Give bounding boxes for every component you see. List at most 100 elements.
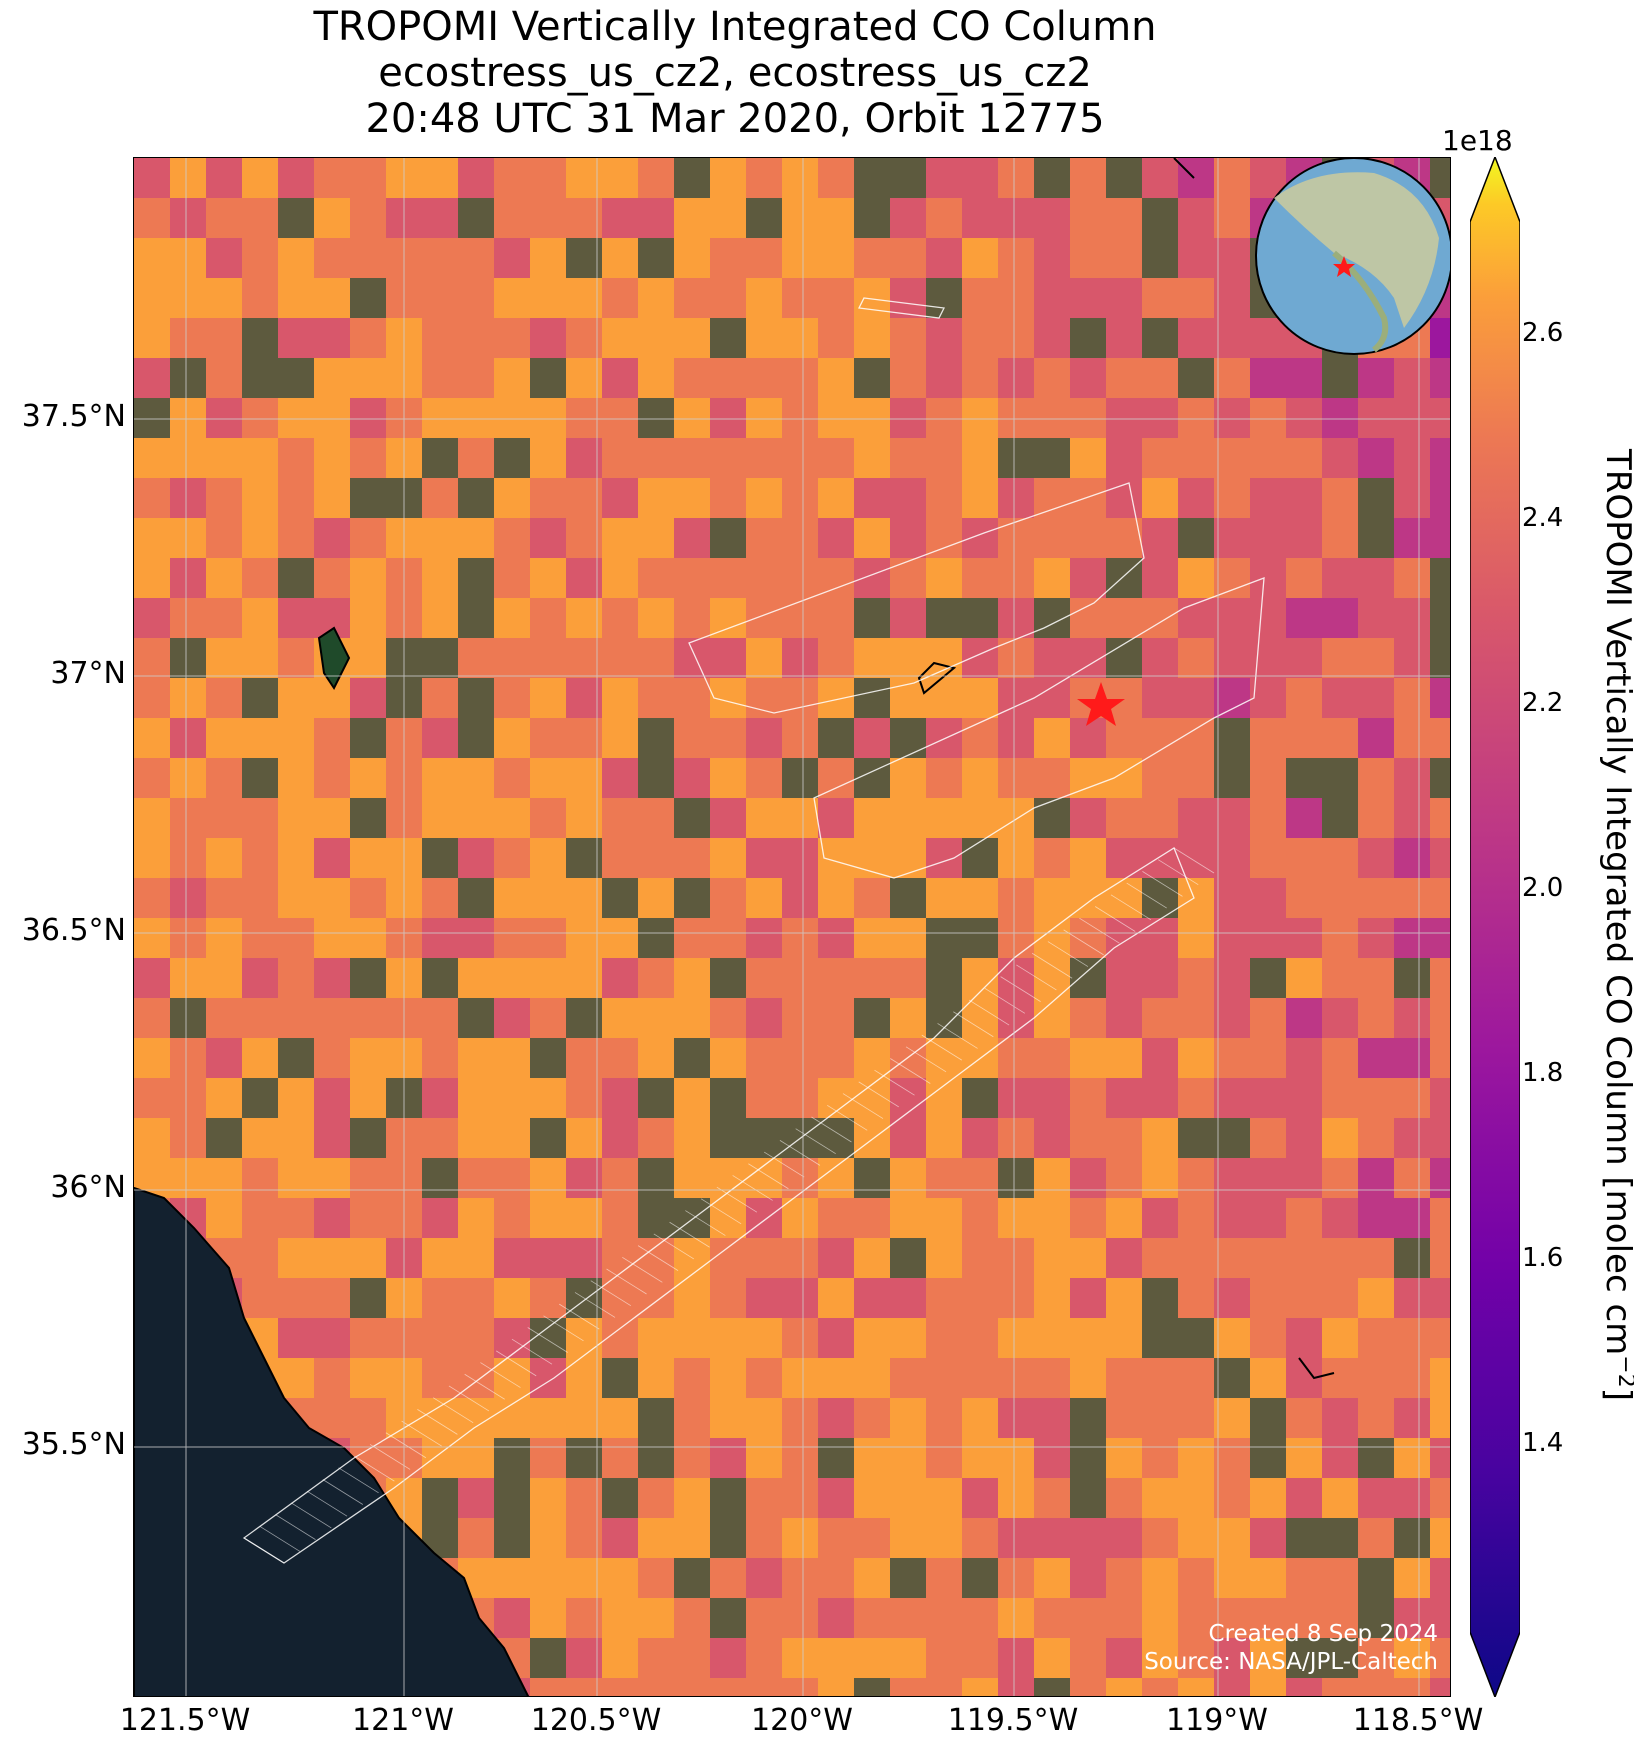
co-pixel — [1286, 958, 1322, 998]
co-pixel — [638, 1438, 674, 1478]
co-pixel — [1142, 398, 1178, 438]
co-pixel — [1286, 1118, 1322, 1158]
co-pixel — [1106, 998, 1142, 1038]
co-pixel — [134, 838, 170, 878]
co-pixel — [746, 918, 782, 958]
co-pixel — [926, 638, 962, 678]
co-pixel — [710, 1358, 746, 1398]
co-pixel — [998, 958, 1034, 998]
co-pixel — [962, 478, 998, 518]
co-pixel — [1214, 1118, 1250, 1158]
co-pixel — [638, 1158, 674, 1198]
co-pixel — [890, 1358, 926, 1398]
co-pixel — [566, 158, 602, 198]
co-pixel — [1106, 1518, 1142, 1558]
co-pixel — [170, 918, 206, 958]
co-pixel — [530, 478, 566, 518]
co-pixel — [818, 1638, 854, 1678]
co-pixel — [962, 1198, 998, 1238]
co-pixel — [1250, 1438, 1286, 1478]
co-pixel — [350, 318, 386, 358]
colorbar-exponent: 1e18 — [1442, 124, 1513, 157]
co-pixel — [1106, 878, 1142, 918]
co-pixel — [1394, 718, 1430, 758]
co-pixel — [926, 1318, 962, 1358]
co-pixel — [710, 998, 746, 1038]
co-pixel — [242, 438, 278, 478]
co-pixel — [854, 158, 890, 198]
co-pixel — [782, 998, 818, 1038]
co-pixel — [674, 318, 710, 358]
co-pixel — [1142, 518, 1178, 558]
co-pixel — [350, 1038, 386, 1078]
co-pixel — [746, 1518, 782, 1558]
co-pixel — [314, 1398, 350, 1438]
co-pixel — [206, 638, 242, 678]
co-pixel — [1106, 1318, 1142, 1358]
swath-middle — [813, 577, 1265, 879]
co-pixel — [926, 998, 962, 1038]
co-pixel — [1034, 1438, 1070, 1478]
co-pixel — [926, 598, 962, 638]
co-pixel — [926, 1518, 962, 1558]
swath-hatch-line — [1079, 917, 1120, 944]
co-pixel — [1430, 1278, 1450, 1318]
swath-hatch-line — [937, 1023, 978, 1049]
co-pixel — [746, 638, 782, 678]
co-pixel — [350, 1358, 386, 1398]
co-pixel — [1178, 718, 1214, 758]
co-pixel — [1034, 1638, 1070, 1678]
co-pixel — [1394, 1638, 1430, 1678]
co-pixel — [314, 438, 350, 478]
colorbar-tick: 2.4 — [1522, 503, 1564, 533]
co-pixel — [1106, 1158, 1142, 1198]
co-pixel — [1106, 1238, 1142, 1278]
co-pixel — [1034, 1598, 1070, 1638]
co-pixel — [278, 1158, 314, 1198]
co-pixel — [1322, 1358, 1358, 1398]
co-pixel — [638, 1598, 674, 1638]
co-pixel — [710, 1198, 746, 1238]
co-pixel — [962, 358, 998, 398]
co-pixel — [674, 798, 710, 838]
co-pixel — [422, 398, 458, 438]
co-pixel — [1070, 1478, 1106, 1518]
co-pixel — [1430, 318, 1450, 358]
co-pixel — [242, 1238, 278, 1278]
co-pixel — [1142, 638, 1178, 678]
co-pixel — [1106, 1358, 1142, 1398]
swath-hatch-line — [921, 1034, 963, 1061]
co-pixel — [1286, 1638, 1322, 1678]
co-pixel — [314, 798, 350, 838]
co-pixel — [998, 1238, 1034, 1278]
co-pixel — [1250, 838, 1286, 878]
co-pixel — [1394, 1358, 1430, 1398]
co-pixel — [1322, 1478, 1358, 1518]
co-pixel — [1286, 438, 1322, 478]
co-pixel — [746, 278, 782, 318]
co-pixel — [638, 318, 674, 358]
co-pixel — [998, 1078, 1034, 1118]
co-pixel — [1394, 518, 1430, 558]
co-pixel — [350, 438, 386, 478]
co-pixel — [350, 1078, 386, 1118]
co-pixel — [134, 638, 170, 678]
co-pixel — [998, 1038, 1034, 1078]
co-pixel — [1250, 318, 1286, 358]
co-pixel — [134, 1078, 170, 1118]
co-pixel — [314, 478, 350, 518]
co-pixel — [602, 998, 638, 1038]
co-pixel — [1358, 1238, 1394, 1278]
co-pixel — [1214, 198, 1250, 238]
co-pixel — [602, 518, 638, 558]
co-pixel — [962, 598, 998, 638]
co-pixel — [962, 678, 998, 718]
co-pixel — [1178, 878, 1214, 918]
co-pixel — [854, 1598, 890, 1638]
co-pixel — [242, 198, 278, 238]
co-pixel — [530, 1038, 566, 1078]
co-pixel — [638, 1238, 674, 1278]
co-pixel — [1358, 798, 1394, 838]
co-pixel — [566, 678, 602, 718]
co-pixel — [530, 958, 566, 998]
